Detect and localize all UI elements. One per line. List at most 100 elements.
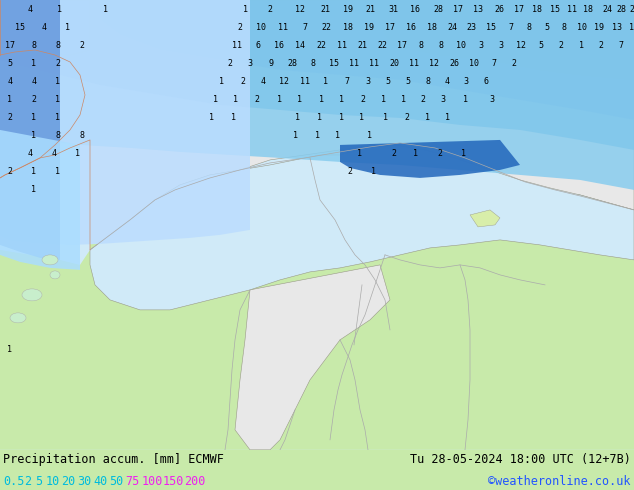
Text: 2: 2 xyxy=(268,5,273,15)
Polygon shape xyxy=(0,210,634,450)
Text: 4: 4 xyxy=(51,149,56,158)
Text: 8: 8 xyxy=(418,42,424,50)
Text: 5: 5 xyxy=(35,475,42,488)
Text: 2: 2 xyxy=(32,96,37,104)
Text: 1: 1 xyxy=(401,96,406,104)
Text: 26: 26 xyxy=(449,59,459,69)
Text: 5: 5 xyxy=(538,42,543,50)
Polygon shape xyxy=(80,0,634,250)
Text: 18: 18 xyxy=(343,24,353,32)
Text: 8: 8 xyxy=(56,131,60,141)
Text: 13: 13 xyxy=(629,24,634,32)
Text: 1: 1 xyxy=(413,149,418,158)
Text: 40: 40 xyxy=(93,475,108,488)
Polygon shape xyxy=(235,265,390,450)
Text: 1: 1 xyxy=(318,114,323,122)
Text: 28: 28 xyxy=(433,5,443,15)
Polygon shape xyxy=(0,130,80,270)
Text: 24: 24 xyxy=(602,5,612,15)
Text: 2: 2 xyxy=(420,96,425,104)
Text: 19: 19 xyxy=(364,24,374,32)
Polygon shape xyxy=(0,0,60,260)
Text: 2: 2 xyxy=(392,149,396,158)
Text: 1: 1 xyxy=(8,345,13,354)
Text: 18: 18 xyxy=(583,5,593,15)
Text: 17: 17 xyxy=(397,42,407,50)
Text: 19: 19 xyxy=(343,5,353,15)
Text: 2: 2 xyxy=(254,96,259,104)
Text: 1: 1 xyxy=(444,114,450,122)
Text: 2: 2 xyxy=(240,77,245,86)
Text: 5: 5 xyxy=(545,24,550,32)
Text: 200: 200 xyxy=(184,475,206,488)
Text: 50: 50 xyxy=(110,475,124,488)
Text: 7: 7 xyxy=(508,24,514,32)
Text: 12: 12 xyxy=(279,77,289,86)
Text: 3: 3 xyxy=(247,59,252,69)
Text: 1: 1 xyxy=(75,149,81,158)
Text: 10: 10 xyxy=(469,59,479,69)
Text: 7: 7 xyxy=(302,24,307,32)
Text: 10: 10 xyxy=(256,24,266,32)
Text: 1: 1 xyxy=(370,168,375,176)
Text: 11: 11 xyxy=(369,59,379,69)
Text: 4: 4 xyxy=(8,77,13,86)
Text: 4: 4 xyxy=(27,149,32,158)
Text: 150: 150 xyxy=(163,475,184,488)
Text: 15: 15 xyxy=(550,5,560,15)
Text: 2: 2 xyxy=(437,149,443,158)
Text: 0.5: 0.5 xyxy=(3,475,24,488)
Text: 1: 1 xyxy=(380,96,385,104)
Text: 21: 21 xyxy=(365,5,375,15)
Text: 10: 10 xyxy=(577,24,587,32)
Text: 1: 1 xyxy=(460,149,465,158)
Text: 13: 13 xyxy=(612,24,622,32)
Text: 4: 4 xyxy=(261,77,266,86)
Text: 1: 1 xyxy=(358,149,363,158)
Polygon shape xyxy=(0,0,250,245)
Text: 1: 1 xyxy=(297,96,302,104)
Polygon shape xyxy=(100,0,634,120)
Text: 2: 2 xyxy=(598,42,604,50)
Text: 1: 1 xyxy=(65,24,70,32)
Text: 8: 8 xyxy=(562,24,567,32)
Text: 9: 9 xyxy=(269,59,273,69)
Polygon shape xyxy=(90,145,634,310)
Text: 28: 28 xyxy=(287,59,297,69)
Text: 8: 8 xyxy=(526,24,531,32)
Ellipse shape xyxy=(22,289,42,301)
Text: 21: 21 xyxy=(629,5,634,15)
Text: 7: 7 xyxy=(619,42,623,50)
Text: 11: 11 xyxy=(349,59,359,69)
Text: 2: 2 xyxy=(8,114,13,122)
Text: 1: 1 xyxy=(56,96,60,104)
Text: 15: 15 xyxy=(329,59,339,69)
Text: 18: 18 xyxy=(427,24,437,32)
Text: 17: 17 xyxy=(514,5,524,15)
Text: 23: 23 xyxy=(466,24,476,32)
Text: 13: 13 xyxy=(473,5,483,15)
Text: 1: 1 xyxy=(384,114,389,122)
Text: 1: 1 xyxy=(32,168,37,176)
Text: 20: 20 xyxy=(389,59,399,69)
Text: Precipitation accum. [mm] ECMWF: Precipitation accum. [mm] ECMWF xyxy=(3,453,224,466)
Text: 4: 4 xyxy=(444,77,450,86)
Text: 19: 19 xyxy=(594,24,604,32)
Text: 21: 21 xyxy=(357,42,367,50)
Text: 1: 1 xyxy=(103,5,108,15)
Text: 1: 1 xyxy=(242,5,247,15)
Text: 1: 1 xyxy=(56,168,60,176)
Text: 4: 4 xyxy=(27,5,32,15)
Text: 1: 1 xyxy=(339,96,344,104)
Text: 2: 2 xyxy=(25,475,32,488)
Text: 8: 8 xyxy=(439,42,444,50)
Text: 6: 6 xyxy=(484,77,489,86)
Text: 11: 11 xyxy=(567,5,577,15)
Text: 11: 11 xyxy=(409,59,419,69)
Text: 26: 26 xyxy=(494,5,504,15)
Text: 10: 10 xyxy=(456,42,466,50)
Text: 8: 8 xyxy=(32,42,37,50)
Text: 22: 22 xyxy=(316,42,326,50)
Text: 12: 12 xyxy=(516,42,526,50)
Text: 12: 12 xyxy=(295,5,305,15)
